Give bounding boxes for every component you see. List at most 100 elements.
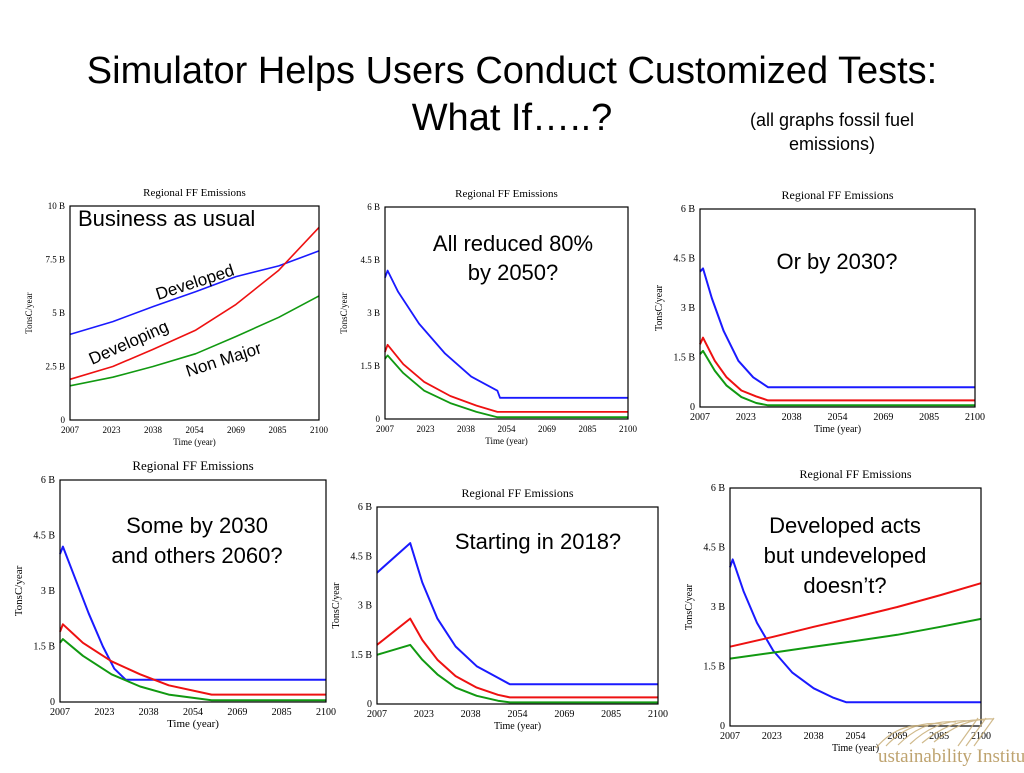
series-line-2 xyxy=(729,617,982,660)
x-tick-label: 2100 xyxy=(648,709,668,720)
x-tick-label: 2085 xyxy=(272,707,292,718)
x-tick-label: 2007 xyxy=(376,424,395,434)
y-tick-label: 1.5 B xyxy=(33,642,55,653)
x-tick-label: 2023 xyxy=(417,424,436,434)
series-line-0 xyxy=(59,545,326,681)
y-tick-label: 6 B xyxy=(358,502,373,513)
series-line-2 xyxy=(384,354,628,419)
plot-frame xyxy=(699,208,976,408)
y-tick-label: 4.5 B xyxy=(33,531,55,542)
x-axis-label: Time (year) xyxy=(173,437,215,447)
x-tick-label: 2054 xyxy=(498,424,517,434)
slide-title-line-2: What If…..? xyxy=(411,97,613,139)
chart-svg: Regional FF Emissions 0 1.5 B 3 B 4.5 B 6 B 20… xyxy=(331,486,668,732)
series-line-0 xyxy=(69,250,320,336)
logo-text: ustainability Institute xyxy=(878,746,1024,767)
x-tick-label: 2069 xyxy=(538,424,557,434)
y-axis-label: TonsC/year xyxy=(654,284,665,331)
x-tick-label: 2100 xyxy=(316,707,336,718)
x-tick-label: 2038 xyxy=(782,412,802,423)
y-tick-label: 4.5 B xyxy=(703,543,725,554)
plot-frame xyxy=(376,506,659,705)
x-tick-label: 2007 xyxy=(720,731,740,742)
x-tick-label: 2054 xyxy=(183,707,203,718)
chart-title: Regional FF Emissions xyxy=(132,458,253,473)
series-line-1 xyxy=(729,582,982,648)
x-tick-label: 2023 xyxy=(762,731,782,742)
slide-title: Simulator Helps Users Conduct Customized… xyxy=(0,48,1024,142)
x-tick-label: 2085 xyxy=(601,709,621,720)
logo-swirl-icon: ustainability Institute xyxy=(875,717,1024,767)
y-axis-label: TonsC/year xyxy=(24,292,34,333)
y-tick-label: 6 B xyxy=(367,202,380,212)
x-tick-label: 2007 xyxy=(61,425,80,435)
x-tick-label: 2038 xyxy=(139,707,159,718)
x-tick-label: 2038 xyxy=(144,425,163,435)
chart-svg: Regional FF Emissions 0 2.5 B 5 B 7.5 B 10 B 2… xyxy=(24,187,329,447)
y-axis-label: TonsC/year xyxy=(684,583,695,630)
y-tick-label: 0 xyxy=(690,402,695,413)
y-tick-label: 6 B xyxy=(711,483,726,494)
x-tick-label: 2100 xyxy=(965,412,985,423)
chart-annotation: and others 2060? xyxy=(111,543,282,568)
y-tick-label: 1.5 B xyxy=(360,361,380,371)
x-tick-label: 2085 xyxy=(929,731,949,742)
x-axis-label: Time (year) xyxy=(167,718,219,730)
y-tick-label: 4.5 B xyxy=(673,254,695,265)
chart-title: Regional FF Emissions xyxy=(143,187,246,199)
x-axis-label: Time (year) xyxy=(494,721,541,732)
series-line-1 xyxy=(699,336,975,402)
series-line-0 xyxy=(729,558,981,704)
y-tick-label: 10 B xyxy=(48,201,65,211)
slide-note: (all graphs fossil fuel emissions) xyxy=(722,108,942,156)
y-axis-label: TonsC/year xyxy=(331,582,342,629)
chart-reduced-by-2030: Regional FF Emissions 0 1.5 B 3 B 4.5 B 6 B 20… xyxy=(645,176,995,448)
x-axis-label: Time (year) xyxy=(814,424,861,435)
chart-title: Regional FF Emissions xyxy=(799,467,911,481)
x-tick-label: 2007 xyxy=(367,709,387,720)
chart-annotation: Some by 2030 xyxy=(126,513,268,538)
chart-annotation: Business as usual xyxy=(78,206,255,231)
chart-title: Regional FF Emissions xyxy=(461,486,573,500)
y-tick-label: 1.5 B xyxy=(673,353,695,364)
x-axis-label: Time (year) xyxy=(485,436,527,446)
y-axis-label: TonsC/year xyxy=(339,292,349,333)
y-tick-label: 0 xyxy=(376,414,381,424)
y-tick-label: 2.5 B xyxy=(45,362,65,372)
chart-svg: Regional FF Emissions 0 1.5 B 3 B 4.5 B 6 B 20… xyxy=(13,458,336,730)
x-tick-label: 2023 xyxy=(94,707,114,718)
plot-frame xyxy=(69,205,320,421)
x-tick-label: 2038 xyxy=(457,424,476,434)
series-line-1 xyxy=(69,226,320,381)
chart-title: Regional FF Emissions xyxy=(455,188,558,200)
chart-annotation: All reduced 80% xyxy=(433,231,593,256)
y-tick-label: 4.5 B xyxy=(360,255,380,265)
chart-annotation: doesn’t? xyxy=(803,573,886,598)
x-tick-label: 2069 xyxy=(227,425,246,435)
chart-starting-2018: Regional FF Emissions 0 1.5 B 3 B 4.5 B 6 B 20… xyxy=(320,474,675,744)
chart-annotation: but undeveloped xyxy=(764,543,927,568)
series-line-2 xyxy=(69,295,320,387)
y-tick-label: 3 B xyxy=(681,303,696,314)
chart-annotation: Non Major xyxy=(183,338,264,380)
x-tick-label: 2085 xyxy=(269,425,288,435)
chart-svg: Regional FF Emissions 0 1.5 B 3 B 4.5 B 6 B 20… xyxy=(654,188,985,435)
x-tick-label: 2023 xyxy=(736,412,756,423)
chart-annotation: Starting in 2018? xyxy=(455,529,621,554)
chart-business-as-usual: Regional FF Emissions 0 2.5 B 5 B 7.5 B 10 B 2… xyxy=(0,176,340,456)
plot-frame xyxy=(384,206,629,420)
series-line-0 xyxy=(699,267,975,389)
x-tick-label: 2069 xyxy=(554,709,574,720)
series-line-0 xyxy=(376,542,658,686)
chart-annotation: Developed acts xyxy=(769,513,921,538)
series-line-2 xyxy=(699,349,975,407)
x-tick-label: 2069 xyxy=(887,731,907,742)
y-tick-label: 0 xyxy=(61,415,66,425)
x-tick-label: 2054 xyxy=(846,731,866,742)
x-tick-label: 2023 xyxy=(414,709,434,720)
series-line-1 xyxy=(59,623,326,696)
slide-note-line-2: emissions) xyxy=(788,134,876,154)
chart-title: Regional FF Emissions xyxy=(781,188,893,202)
y-tick-label: 1.5 B xyxy=(350,650,372,661)
y-tick-label: 1.5 B xyxy=(703,662,725,673)
